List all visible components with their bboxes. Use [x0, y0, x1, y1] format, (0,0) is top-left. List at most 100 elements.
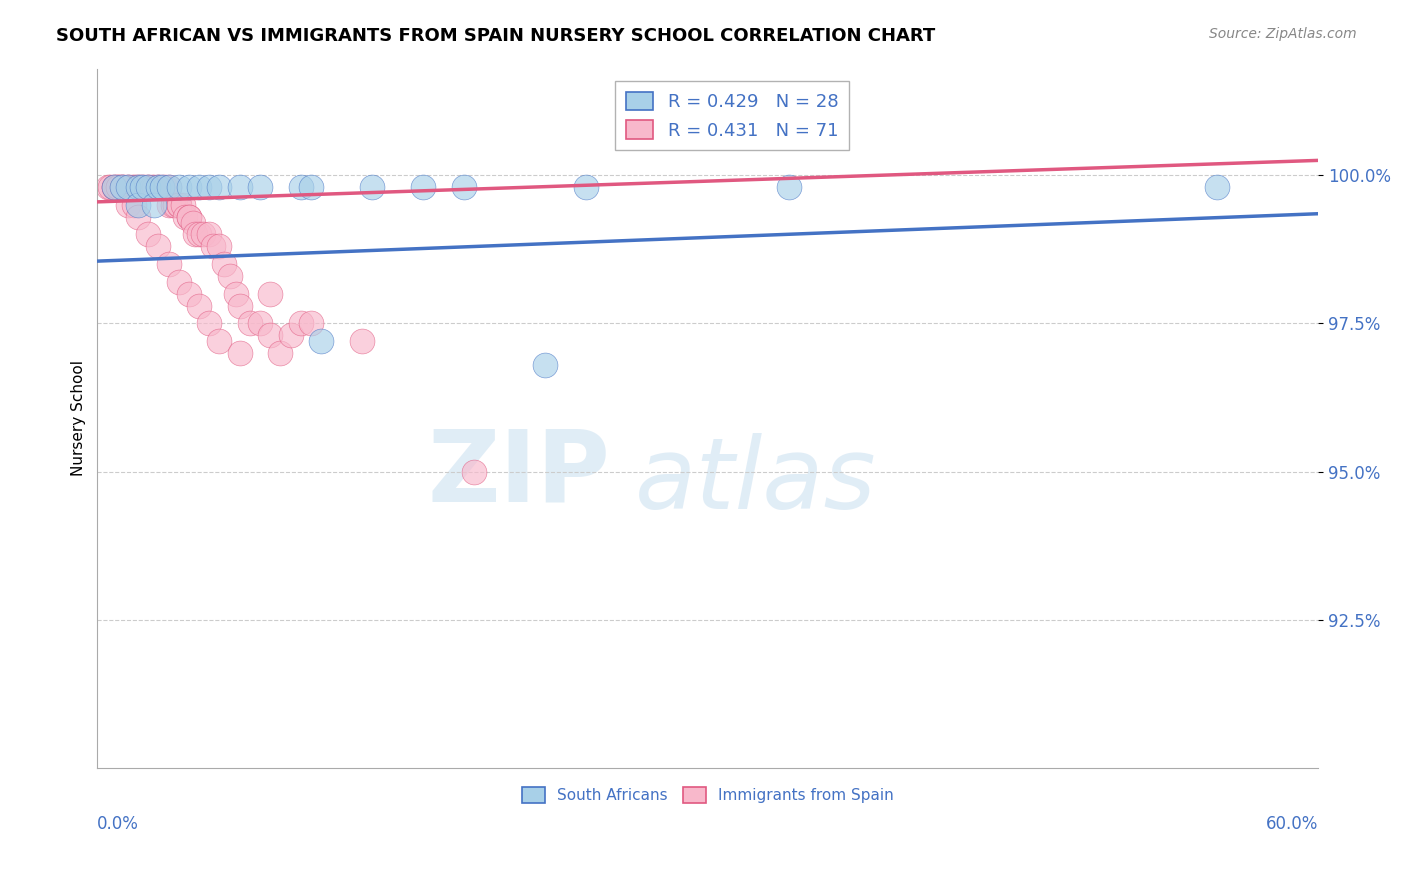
Point [157, 198, 180, 212]
Point [412, 180, 434, 194]
Point [208, 180, 231, 194]
Point [98, 180, 121, 194]
Point [778, 180, 800, 194]
Point [218, 268, 240, 283]
Y-axis label: Nursery School: Nursery School [72, 360, 86, 476]
Point [290, 317, 312, 331]
Point [167, 198, 190, 212]
Text: ZIP: ZIP [427, 425, 610, 523]
Point [136, 180, 159, 194]
Point [136, 180, 159, 194]
Point [188, 180, 211, 194]
Point [198, 180, 221, 194]
Point [229, 180, 252, 194]
Point [249, 317, 271, 331]
Point [152, 180, 174, 194]
Point [225, 286, 247, 301]
Point [167, 180, 190, 194]
Point [103, 180, 125, 194]
Point [131, 180, 153, 194]
Point [181, 216, 204, 230]
Point [117, 180, 139, 194]
Point [152, 180, 174, 194]
Point [143, 198, 166, 212]
Text: SOUTH AFRICAN VS IMMIGRANTS FROM SPAIN NURSERY SCHOOL CORRELATION CHART: SOUTH AFRICAN VS IMMIGRANTS FROM SPAIN N… [56, 27, 935, 45]
Point [177, 286, 200, 301]
Point [208, 334, 231, 348]
Point [198, 317, 221, 331]
Point [103, 180, 125, 194]
Text: 0.0%: 0.0% [97, 815, 139, 833]
Point [148, 180, 170, 194]
Point [162, 198, 184, 212]
Point [191, 227, 214, 242]
Point [157, 257, 180, 271]
Point [249, 180, 271, 194]
Point [96, 180, 118, 194]
Point [177, 180, 200, 194]
Point [117, 180, 139, 194]
Point [229, 299, 252, 313]
Point [148, 180, 170, 194]
Point [127, 180, 149, 194]
Point [163, 198, 186, 212]
Text: Source: ZipAtlas.com: Source: ZipAtlas.com [1209, 27, 1357, 41]
Point [172, 198, 194, 212]
Point [127, 210, 149, 224]
Point [280, 328, 302, 343]
Text: 60.0%: 60.0% [1265, 815, 1319, 833]
Point [121, 180, 143, 194]
Point [111, 180, 134, 194]
Point [350, 334, 373, 348]
Point [107, 180, 129, 194]
Point [141, 180, 163, 194]
Point [127, 180, 149, 194]
Point [157, 180, 180, 194]
Point [167, 198, 190, 212]
Point [453, 180, 475, 194]
Point [269, 346, 291, 360]
Point [157, 180, 180, 194]
Point [361, 180, 384, 194]
Point [463, 465, 485, 479]
Point [575, 180, 598, 194]
Point [259, 328, 281, 343]
Point [153, 180, 176, 194]
Point [167, 275, 190, 289]
Point [129, 180, 152, 194]
Point [212, 257, 235, 271]
Point [103, 180, 125, 194]
Text: atlas: atlas [634, 433, 876, 530]
Point [112, 180, 135, 194]
Point [136, 180, 159, 194]
Point [290, 180, 312, 194]
Point [229, 346, 252, 360]
Point [108, 180, 131, 194]
Point [198, 227, 221, 242]
Point [534, 358, 557, 372]
Point [136, 227, 159, 242]
Point [117, 198, 139, 212]
Point [299, 180, 322, 194]
Point [111, 180, 134, 194]
Point [127, 198, 149, 212]
Point [122, 198, 145, 212]
Point [148, 180, 170, 194]
Point [134, 180, 156, 194]
Legend: South Africans, Immigrants from Spain: South Africans, Immigrants from Spain [516, 780, 900, 809]
Point [177, 210, 200, 224]
Point [259, 286, 281, 301]
Point [104, 180, 127, 194]
Point [173, 210, 195, 224]
Point [107, 180, 129, 194]
Point [117, 180, 139, 194]
Point [208, 239, 231, 253]
Point [1205, 180, 1227, 194]
Point [299, 317, 322, 331]
Point [188, 299, 211, 313]
Point [131, 180, 153, 194]
Point [143, 180, 166, 194]
Point [202, 239, 225, 253]
Point [148, 239, 170, 253]
Point [111, 180, 134, 194]
